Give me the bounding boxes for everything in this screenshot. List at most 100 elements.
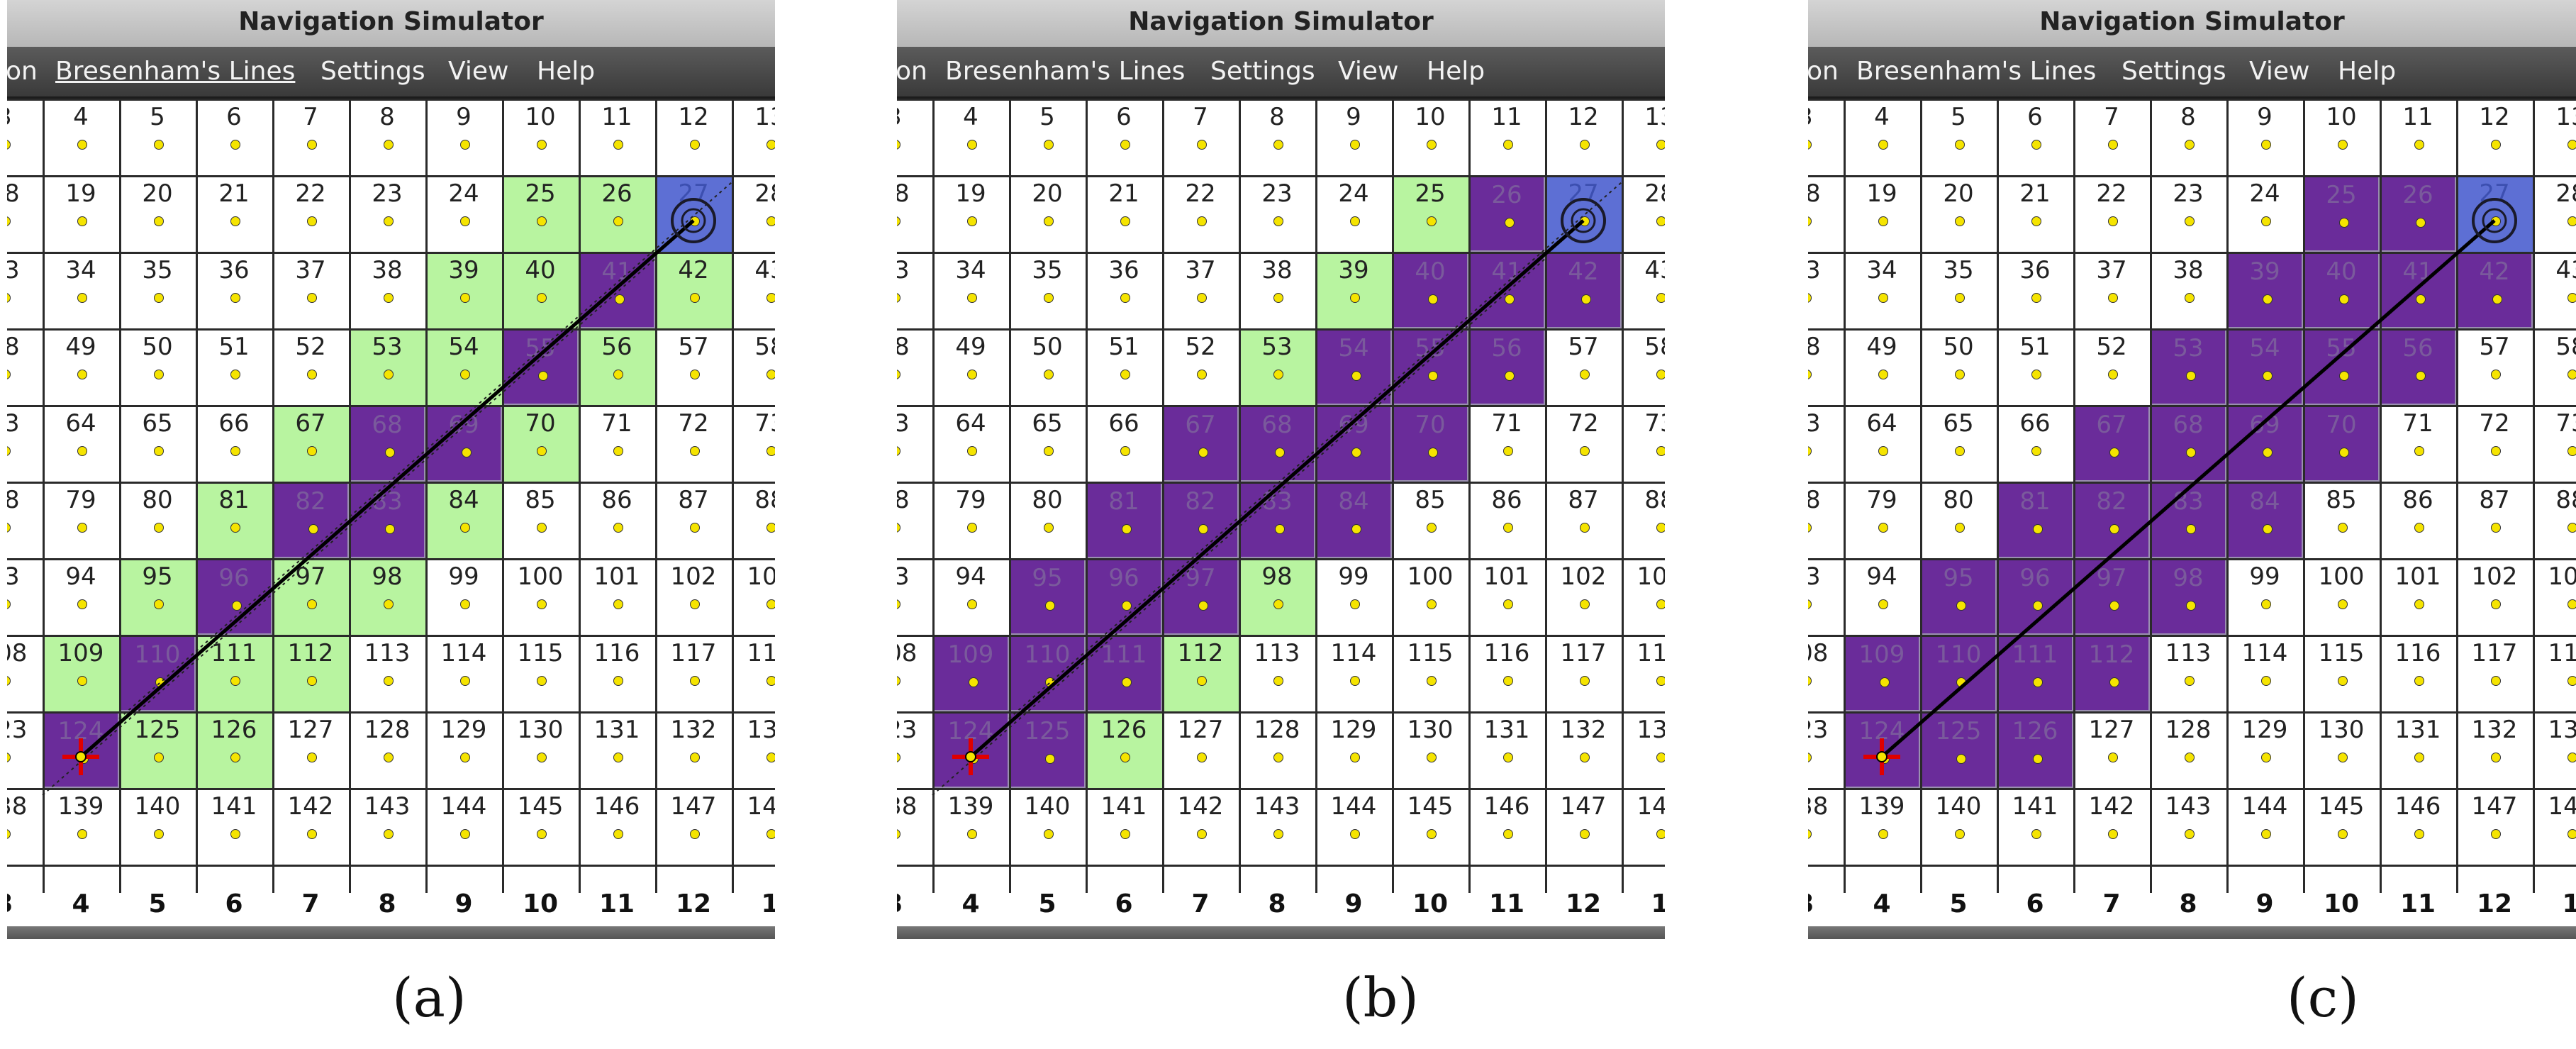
grid-cell[interactable]: 23 (1239, 175, 1315, 252)
menu-item-bresenhams-lines[interactable]: Bresenham's Lines (55, 57, 296, 86)
menu-item-partial[interactable]: on (897, 57, 927, 86)
grid-cell[interactable]: 140 (119, 788, 196, 865)
grid-cell[interactable]: 73 (732, 405, 775, 482)
grid-cell[interactable]: 141 (196, 788, 272, 865)
menu-item-settings[interactable]: Settings (1210, 57, 1315, 86)
grid-cell[interactable]: 13 (1622, 99, 1665, 175)
grid-cell[interactable]: 37 (272, 252, 349, 328)
grid-cell[interactable]: 68 (349, 405, 425, 482)
grid-cell[interactable]: 113 (349, 635, 425, 711)
grid-cell[interactable]: 53 (1239, 328, 1315, 405)
grid-cell[interactable]: 25 (1392, 175, 1468, 252)
grid-cell[interactable]: 38 (1239, 252, 1315, 328)
grid-cell[interactable]: 125 (119, 711, 196, 788)
grid-cell[interactable]: 138 (7, 788, 43, 865)
grid-cell[interactable]: 143 (349, 788, 425, 865)
grid-cell[interactable]: 48 (897, 328, 932, 405)
grid-cell[interactable]: 71 (1468, 405, 1545, 482)
grid-cell[interactable]: 18 (897, 175, 932, 252)
menu-item-partial[interactable]: on (1808, 57, 1839, 86)
grid-cell[interactable]: 139 (43, 788, 119, 865)
grid-cell[interactable]: 100 (502, 558, 579, 635)
grid-cell[interactable]: 99 (425, 558, 502, 635)
grid-cell[interactable]: 126 (196, 711, 272, 788)
grid-cell[interactable]: 93 (7, 558, 43, 635)
grid-cell[interactable]: 58 (732, 328, 775, 405)
menu-item-help[interactable]: Help (537, 57, 596, 86)
grid-cell[interactable]: 148 (732, 788, 775, 865)
grid-cell[interactable]: 34 (932, 252, 1009, 328)
grid-cell[interactable]: 80 (119, 482, 196, 558)
grid-cell[interactable]: 118 (732, 635, 775, 711)
grid-cell[interactable]: 73 (1622, 405, 1665, 482)
grid-cell[interactable]: 28 (1622, 175, 1665, 252)
grid-cell[interactable]: 24 (425, 175, 502, 252)
grid-cell[interactable]: 111 (196, 635, 272, 711)
grid-cell[interactable]: 4 (932, 99, 1009, 175)
grid-cell[interactable]: 144 (425, 788, 502, 865)
grid-cell[interactable]: 13 (732, 99, 775, 175)
grid-cell[interactable]: 102 (655, 558, 732, 635)
grid-cell[interactable]: 39 (1315, 252, 1392, 328)
grid-cell[interactable]: 8 (349, 99, 425, 175)
grid-cell[interactable]: 21 (1086, 175, 1162, 252)
grid-cell[interactable]: 70 (502, 405, 579, 482)
grid-cell[interactable]: 10 (1392, 99, 1468, 175)
grid-cell[interactable]: 112 (272, 635, 349, 711)
grid-cell[interactable]: 65 (119, 405, 196, 482)
grid-cell[interactable]: 58 (1622, 328, 1665, 405)
menu-item-view[interactable]: View (2249, 57, 2310, 86)
grid-cell[interactable]: 26 (579, 175, 655, 252)
grid-cell[interactable]: 12 (655, 99, 732, 175)
grid-cell[interactable]: 50 (1009, 328, 1086, 405)
grid-cell[interactable]: 56 (1468, 328, 1545, 405)
grid-cell[interactable]: 5 (1009, 99, 1086, 175)
grid-cell[interactable]: 42 (655, 252, 732, 328)
menu-item-view[interactable]: View (448, 57, 509, 86)
grid-cell[interactable]: 123 (7, 711, 43, 788)
grid-cell[interactable]: 40 (1392, 252, 1468, 328)
grid-cell[interactable]: 35 (1009, 252, 1086, 328)
grid-cell[interactable]: 33 (897, 252, 932, 328)
grid-cell[interactable]: 110 (119, 635, 196, 711)
grid-cell[interactable]: 78 (7, 482, 43, 558)
grid-cell[interactable]: 131 (579, 711, 655, 788)
grid-cell[interactable]: 3 (7, 99, 43, 175)
grid-cell[interactable]: 66 (196, 405, 272, 482)
grid-cell[interactable]: 20 (1009, 175, 1086, 252)
grid-cell[interactable]: 35 (119, 252, 196, 328)
grid-cell[interactable]: 80 (1009, 482, 1086, 558)
grid-cell[interactable]: 19 (932, 175, 1009, 252)
grid-cell[interactable]: 11 (579, 99, 655, 175)
grid-cell[interactable]: 127 (272, 711, 349, 788)
grid-cell[interactable]: 7 (1162, 99, 1239, 175)
grid-cell[interactable]: 40 (502, 252, 579, 328)
menu-item-partial[interactable]: on (7, 57, 38, 86)
grid-cell[interactable]: 6 (1086, 99, 1162, 175)
grid-cell[interactable]: 5 (119, 99, 196, 175)
grid-cell[interactable]: 129 (425, 711, 502, 788)
grid-cell[interactable]: 79 (932, 482, 1009, 558)
grid-cell[interactable]: 86 (579, 482, 655, 558)
grid-cell[interactable]: 109 (43, 635, 119, 711)
grid-cell[interactable]: 94 (43, 558, 119, 635)
grid-cell[interactable]: 101 (579, 558, 655, 635)
grid-cell[interactable]: 130 (502, 711, 579, 788)
grid-cell[interactable]: 34 (43, 252, 119, 328)
grid-cell[interactable]: 38 (349, 252, 425, 328)
grid-cell[interactable]: 88 (732, 482, 775, 558)
grid-cell[interactable]: 42 (1545, 252, 1622, 328)
grid-cell[interactable]: 49 (43, 328, 119, 405)
grid-cell[interactable]: 9 (1315, 99, 1392, 175)
grid-cell[interactable]: 33 (7, 252, 43, 328)
grid-cell[interactable]: 79 (43, 482, 119, 558)
grid-cell[interactable]: 23 (349, 175, 425, 252)
grid-cell[interactable]: 57 (1545, 328, 1622, 405)
menu-item-help[interactable]: Help (2338, 57, 2397, 86)
grid-cell[interactable]: 22 (272, 175, 349, 252)
grid-cell[interactable]: 52 (1162, 328, 1239, 405)
grid-cell[interactable]: 51 (196, 328, 272, 405)
grid-cell[interactable]: 66 (1086, 405, 1162, 482)
menu-item-settings[interactable]: Settings (2121, 57, 2226, 86)
grid-cell[interactable]: 133 (732, 711, 775, 788)
